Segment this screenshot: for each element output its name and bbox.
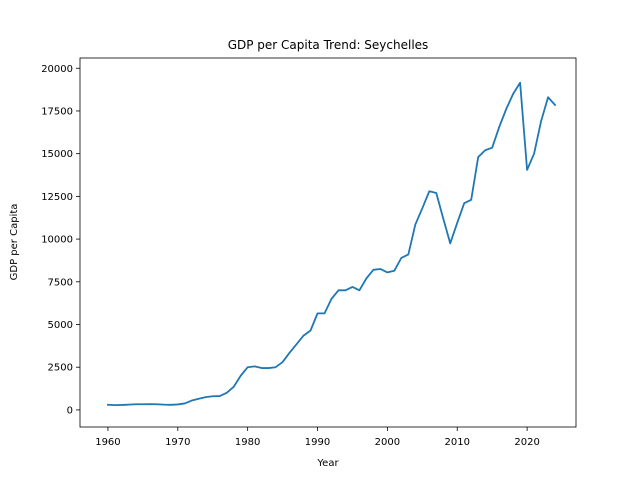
y-tick-label: 10000: [41, 235, 73, 246]
y-axis-label: GDP per Capita: [9, 204, 20, 281]
y-tick-label: 0: [67, 405, 73, 416]
y-tick-label: 17500: [41, 106, 73, 117]
x-axis-label: Year: [316, 458, 339, 469]
plot-frame: [79, 57, 577, 428]
x-tick-label: 1960: [95, 437, 120, 448]
x-tick-label: 2000: [375, 437, 400, 448]
series-line: [106, 81, 557, 407]
x-tick-label: 1980: [235, 437, 260, 448]
y-tick-label: 12500: [41, 192, 73, 203]
x-tick-label: 1970: [165, 437, 190, 448]
x-axis: 1960 1970 1980 1990 2000 2010 2020: [95, 427, 540, 448]
chart-title: GDP per Capita Trend: Seychelles: [228, 38, 429, 52]
y-tick-label: 5000: [48, 320, 73, 331]
y-axis: 0 2500 5000 7500 10000 12500 15000 17500 20000: [41, 64, 80, 416]
x-tick-label: 2010: [445, 437, 470, 448]
x-tick-label: 2020: [514, 437, 539, 448]
plot-area: [106, 81, 557, 407]
x-tick-label: 1990: [305, 437, 330, 448]
y-tick-label: 20000: [41, 64, 73, 75]
y-tick-label: 15000: [41, 149, 73, 160]
y-tick-label: 2500: [48, 363, 73, 374]
y-tick-label: 7500: [48, 277, 73, 288]
